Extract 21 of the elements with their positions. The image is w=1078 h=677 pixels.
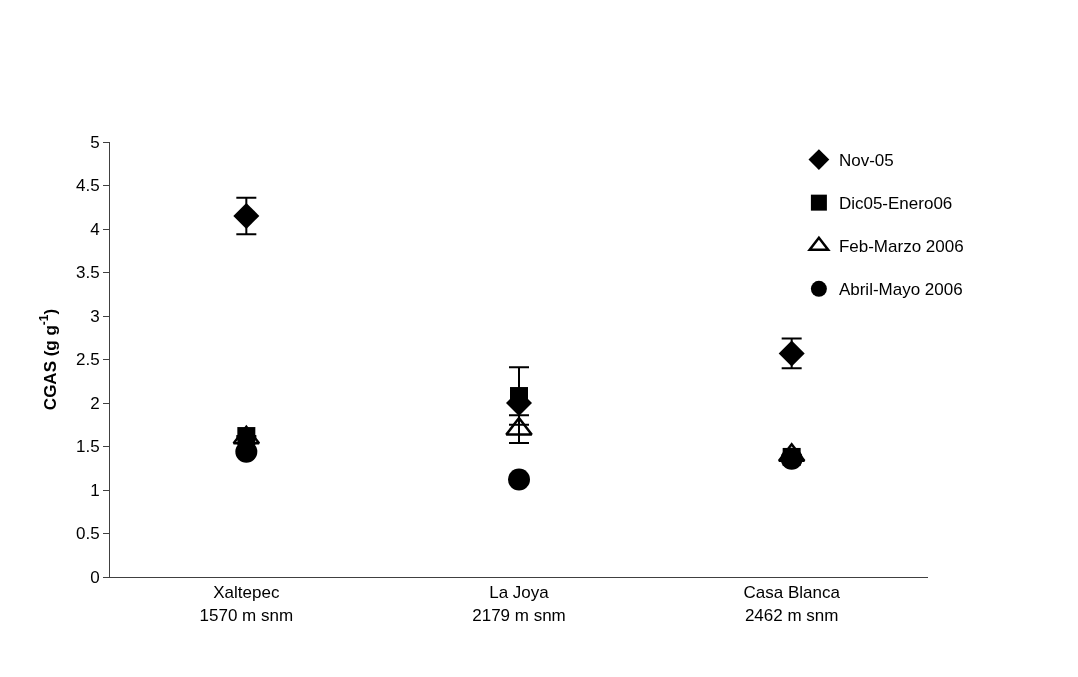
x-tick-label: La Joya 2179 m snm — [472, 583, 566, 625]
y-tick-label: 3.5 — [75, 263, 100, 283]
point — [233, 202, 260, 229]
legend-label: Feb-Marzo 2006 — [838, 237, 964, 257]
x-tick-label: Casa Blanca 2462 m snm — [743, 583, 841, 625]
legend-label: Dic05-Enero06 — [838, 194, 953, 214]
y-tick-label: 1.5 — [75, 437, 100, 457]
x-tick-label: Xaltepec 1570 m snm — [199, 583, 294, 625]
y-tick-label: 1 — [90, 480, 100, 500]
legend-label: Nov-05 — [838, 151, 894, 171]
legend-label: Abril-Mayo 2006 — [838, 280, 963, 300]
y-tick-label: 4 — [90, 219, 100, 239]
y-tick-label: 2 — [90, 393, 100, 413]
y-tick-label: 5 — [90, 132, 100, 152]
y-tick-label: 0.5 — [75, 524, 100, 544]
y-tick-label: 2.5 — [75, 350, 100, 370]
y-tick-label: 4.5 — [75, 176, 100, 196]
point — [780, 447, 803, 470]
point — [508, 468, 530, 491]
y-tick-label: 3 — [90, 306, 100, 326]
y-tick-label: 0 — [90, 567, 100, 587]
